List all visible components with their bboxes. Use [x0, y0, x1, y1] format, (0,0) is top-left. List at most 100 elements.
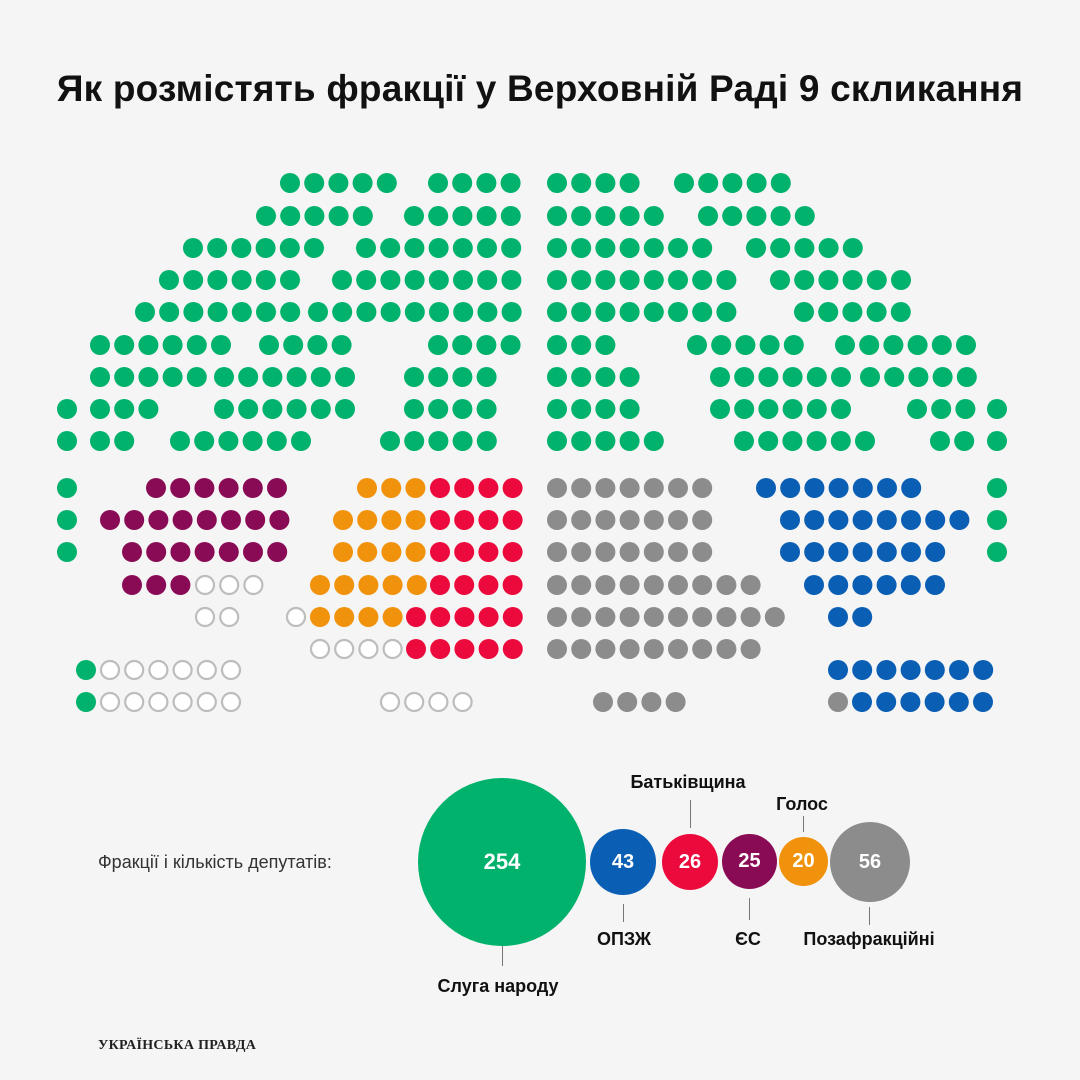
seat-sluha [231, 238, 252, 258]
seat-batk [502, 575, 523, 595]
seat-pozafr [668, 607, 688, 627]
faction-name-batk: Батьківщина [630, 772, 746, 792]
faction-name-holos: Голос [776, 794, 828, 814]
seat-sluha [404, 367, 424, 387]
seat-pozafr [619, 607, 640, 627]
seat-empty [428, 691, 449, 713]
seat-sluha [668, 302, 688, 322]
seat-opzzh [828, 660, 848, 680]
seat-holos [334, 607, 355, 627]
seat-holos [334, 575, 355, 595]
seat-sluha [266, 431, 287, 451]
seat-sluha [428, 173, 448, 193]
seat-sluha [57, 510, 77, 530]
seat-sluha [643, 302, 664, 322]
seat-sluha [831, 399, 851, 419]
seat-sluha [308, 302, 328, 322]
seat-opzzh [876, 510, 897, 530]
seat-sluha [794, 270, 815, 290]
leader-line-pozafr [869, 907, 870, 925]
seat-sluha [57, 399, 77, 419]
seat-pozafr [547, 607, 567, 627]
seat-pozafr [692, 607, 713, 627]
seat-sluha [698, 173, 719, 193]
seat-sluha [547, 206, 567, 226]
seat-sluha [429, 302, 449, 322]
seat-opzzh [877, 478, 897, 498]
seat-sluha [183, 238, 203, 258]
seat-sluha [186, 335, 207, 355]
leader-line-opzzh [623, 904, 624, 922]
seat-sluha [758, 431, 779, 451]
seat-sluha [710, 399, 730, 419]
seat-es [221, 510, 241, 530]
seat-holos [405, 510, 426, 530]
seat-sluha [783, 335, 804, 355]
seat-sluha [194, 431, 215, 451]
seat-opzzh [925, 542, 946, 562]
seat-opzzh [780, 542, 800, 562]
seat-pozafr [643, 478, 664, 498]
seat-holos [358, 575, 379, 595]
seat-sluha [279, 238, 300, 258]
seat-opzzh [900, 660, 921, 680]
seat-empty [379, 691, 401, 713]
seat-es [218, 478, 239, 498]
seat-sluha [571, 335, 592, 355]
faction-bubble-opzzh: 43 [590, 829, 656, 895]
seat-sluha [794, 302, 814, 322]
seat-sluha [758, 367, 779, 387]
seat-sluha [547, 335, 567, 355]
faction-count-es: 25 [738, 850, 761, 872]
seat-opzzh [876, 542, 897, 562]
seat-sluha [987, 399, 1007, 419]
seat-sluha [619, 431, 640, 451]
faction-count-holos: 20 [792, 850, 815, 872]
seat-es [100, 510, 120, 530]
seat-pozafr [547, 639, 567, 659]
publisher-logo: УКРАЇНСЬКА ПРАВДА [98, 1038, 257, 1053]
seat-opzzh [925, 510, 946, 530]
seat-pozafr [571, 639, 592, 659]
seat-pozafr [571, 478, 592, 498]
seat-opzzh [804, 575, 824, 595]
seat-sluha [842, 270, 863, 290]
seat-pozafr [668, 478, 688, 498]
seat-empty [99, 691, 121, 713]
seat-sluha [135, 302, 155, 322]
seat-sluha [476, 431, 497, 451]
seat-pozafr [668, 575, 688, 595]
seat-es [172, 510, 193, 530]
seat-sluha [954, 431, 975, 451]
seat-sluha [735, 335, 756, 355]
seat-sluha [860, 367, 880, 387]
seat-sluha [806, 399, 827, 419]
seat-sluha [619, 367, 640, 387]
seat-sluha [698, 206, 718, 226]
seat-opzzh [852, 478, 873, 498]
seat-opzzh [852, 692, 872, 712]
seat-pozafr [547, 575, 567, 595]
faction-bubble-batk: 26 [662, 834, 718, 890]
seat-sluha [57, 542, 77, 562]
seat-sluha [595, 367, 616, 387]
seat-pozafr [547, 510, 567, 530]
seat-pozafr [595, 542, 616, 562]
seat-sluha [643, 206, 664, 226]
seat-pozafr [595, 510, 616, 530]
seat-sluha [380, 302, 401, 322]
seat-sluha [214, 399, 234, 419]
seat-pozafr [595, 607, 616, 627]
seat-sluha [734, 431, 754, 451]
seat-sluha [476, 399, 497, 419]
seat-opzzh [804, 478, 825, 498]
seat-empty [196, 691, 217, 713]
seat-holos [358, 607, 379, 627]
seat-empty [309, 638, 331, 660]
seat-sluha [307, 335, 328, 355]
seat-sluha [76, 692, 96, 712]
seat-sluha [571, 270, 592, 290]
seat-sluha [255, 238, 276, 258]
seat-opzzh [828, 607, 848, 627]
seat-opzzh [900, 575, 921, 595]
